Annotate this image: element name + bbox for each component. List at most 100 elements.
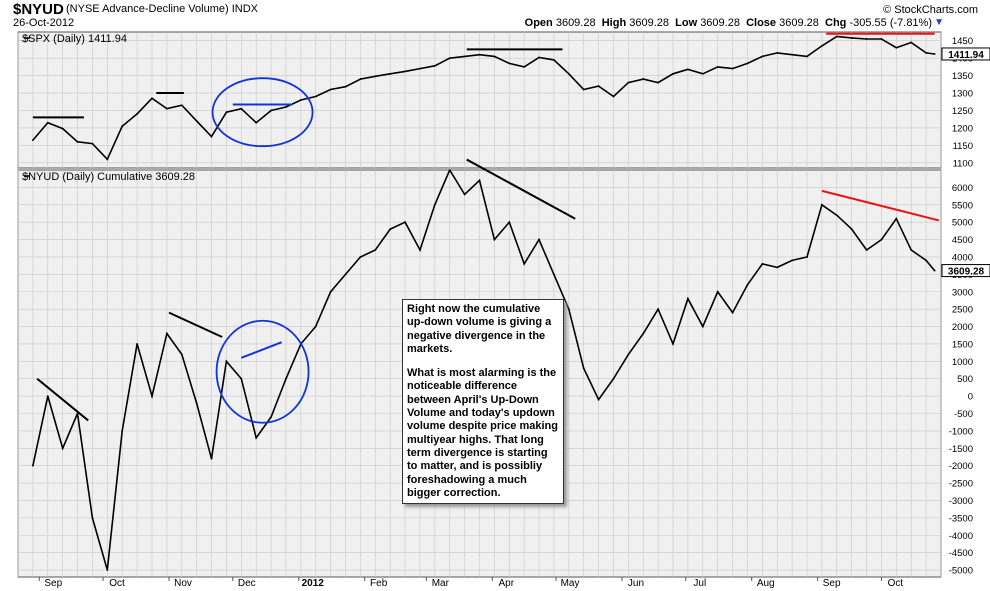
y-tick-label: 2000 (952, 322, 973, 333)
data-point (165, 107, 168, 110)
data-point (850, 228, 853, 231)
data-point (463, 55, 466, 58)
data-point (448, 169, 451, 171)
data-point (508, 62, 511, 65)
data-point (716, 290, 719, 293)
data-point (389, 72, 392, 75)
data-point (329, 88, 332, 91)
data-point (806, 55, 808, 58)
data-point (31, 139, 34, 142)
x-tick-label: 2012 (302, 578, 325, 589)
data-point (850, 37, 853, 39)
x-tick-label: Oct (109, 578, 125, 589)
data-point (776, 52, 779, 54)
data-point (344, 273, 347, 276)
x-tick-label: Jun (628, 578, 644, 589)
down-arrow-icon: ▼ (934, 17, 944, 28)
data-point (835, 35, 838, 38)
low-value: 3609.28 (700, 17, 740, 29)
data-point (61, 447, 64, 450)
data-point (895, 217, 898, 220)
data-point (538, 56, 540, 59)
data-point (657, 308, 660, 311)
y-tick-label: 1000 (952, 357, 973, 368)
data-point (210, 135, 213, 138)
data-point (865, 38, 868, 40)
data-point (106, 569, 109, 571)
last-value-box (941, 264, 990, 278)
y-tick-label: -2500 (949, 479, 973, 490)
y-tick-label: 1200 (952, 123, 973, 134)
data-point (925, 259, 928, 262)
data-point (299, 99, 302, 101)
stockcharts-credit[interactable]: © StockCharts.com (883, 4, 978, 16)
data-point (776, 266, 779, 269)
y-tick-label: -1500 (949, 444, 973, 455)
y-tick-label: 2500 (952, 305, 973, 316)
data-point (657, 81, 660, 84)
data-point (344, 85, 347, 88)
x-tick-label: Mar (432, 578, 450, 589)
data-point (687, 68, 689, 71)
data-point (195, 402, 198, 404)
x-tick-label: Jul (693, 578, 706, 589)
black-trendline (36, 377, 89, 422)
nyud-panel-label: $NYUD (Daily) Cumulative 3609.28 (22, 171, 195, 183)
high-label: High (601, 17, 627, 29)
x-tick-label: May (561, 578, 580, 589)
data-point (597, 85, 600, 87)
data-point (359, 256, 362, 258)
data-point (359, 78, 362, 80)
data-point (493, 55, 496, 58)
x-tick-label: Aug (757, 578, 775, 589)
data-point (448, 57, 451, 60)
data-point (538, 238, 540, 241)
blue-trendline (240, 341, 283, 359)
data-point (865, 249, 868, 251)
data-point (151, 97, 153, 100)
data-point (136, 343, 138, 345)
black-trendline (168, 311, 223, 338)
data-point (582, 88, 585, 91)
data-point (463, 193, 466, 196)
y-tick-label: 4000 (952, 252, 973, 263)
spx-panel-label: $SPX (Daily) 1411.94 (22, 33, 127, 45)
data-point (746, 62, 749, 65)
data-point (687, 297, 689, 300)
x-tick-label: Sep (823, 578, 841, 589)
y-tick-label: -3500 (949, 513, 973, 524)
nyud-line (32, 170, 936, 571)
data-point (478, 179, 481, 182)
data-point (46, 121, 49, 124)
data-point (493, 238, 496, 241)
data-point (761, 263, 764, 265)
last-value-label: 3609.28 (948, 266, 985, 277)
x-tick-label: Nov (174, 578, 192, 589)
y-tick-label: 1500 (952, 339, 973, 350)
data-point (180, 353, 183, 356)
data-point (46, 395, 49, 398)
data-point (597, 398, 600, 401)
y-tick-label: -5000 (949, 566, 973, 577)
data-point (806, 256, 808, 258)
data-point (701, 72, 704, 75)
data-point (210, 457, 213, 460)
data-point (419, 249, 421, 251)
y-tick-label: 5000 (952, 218, 973, 229)
data-point (255, 436, 258, 439)
red-trendline (821, 189, 940, 222)
data-point (523, 65, 526, 68)
data-point (701, 325, 704, 328)
y-tick-label: -4000 (949, 531, 973, 542)
data-point (910, 249, 913, 251)
data-point (433, 64, 436, 67)
x-tick-label: Apr (498, 578, 514, 589)
chg-value: -305.55 (-7.81%) (849, 17, 932, 29)
data-point (627, 353, 630, 356)
data-point (508, 221, 511, 224)
data-point (31, 464, 34, 467)
y-tick-label: 4500 (952, 235, 973, 246)
data-point (121, 125, 124, 128)
chart-date: 26-Oct-2012 (13, 17, 75, 29)
y-tick-label: -3000 (949, 496, 973, 507)
